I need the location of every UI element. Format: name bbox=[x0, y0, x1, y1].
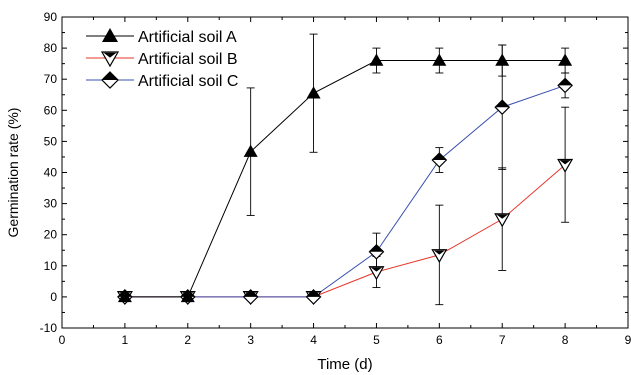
marker-shape bbox=[558, 53, 573, 66]
y-axis-label: Germination rate (%) bbox=[5, 108, 21, 238]
legend-marker bbox=[102, 28, 118, 42]
marker-shape bbox=[306, 86, 321, 99]
marker-fill bbox=[432, 153, 447, 161]
legend-entry: Artificial soil B bbox=[138, 51, 238, 68]
data-point bbox=[557, 77, 573, 94]
marker-shape bbox=[117, 289, 132, 303]
legend: Artificial soil A Artificial soil B Artifi… bbox=[86, 28, 238, 90]
data-point bbox=[368, 243, 385, 260]
marker-shape bbox=[495, 53, 510, 66]
data-point bbox=[494, 213, 511, 228]
marker-fill bbox=[370, 267, 383, 272]
x-tick-label: 7 bbox=[499, 333, 506, 347]
y-tick-label: 80 bbox=[44, 41, 58, 55]
marker-shape bbox=[180, 289, 195, 303]
data-point bbox=[431, 152, 448, 168]
marker-fill bbox=[558, 78, 573, 86]
marker-fill bbox=[559, 160, 571, 165]
series-line bbox=[124, 164, 566, 298]
marker-fill bbox=[243, 289, 258, 297]
marker-shape bbox=[100, 51, 120, 68]
marker-fill bbox=[496, 214, 508, 219]
x-tick-label: 9 bbox=[625, 333, 631, 347]
y-tick-label: 20 bbox=[44, 228, 58, 242]
marker-fill bbox=[103, 52, 117, 58]
marker-shape bbox=[369, 53, 384, 66]
data-point bbox=[557, 158, 574, 173]
data-point bbox=[117, 289, 132, 303]
marker-fill bbox=[495, 100, 510, 108]
data-point bbox=[495, 53, 510, 66]
legend-marker bbox=[101, 71, 119, 89]
marker-shape bbox=[102, 28, 118, 42]
data-point bbox=[431, 249, 448, 264]
data-point bbox=[242, 289, 259, 305]
x-tick-label: 1 bbox=[122, 333, 129, 347]
data-point bbox=[558, 53, 573, 66]
marker-fill bbox=[306, 289, 321, 297]
series-lines bbox=[124, 60, 566, 298]
x-tick-label: 3 bbox=[247, 333, 254, 347]
data-point bbox=[494, 99, 511, 116]
x-tick-label: 5 bbox=[373, 333, 380, 347]
marker-shape bbox=[432, 53, 447, 66]
series-line bbox=[124, 60, 566, 298]
y-tick-label: 30 bbox=[44, 197, 58, 211]
x-tick-label: 6 bbox=[436, 333, 443, 347]
x-tick-label: 8 bbox=[562, 333, 569, 347]
series-line bbox=[124, 84, 566, 298]
marker-shape bbox=[494, 213, 511, 228]
series-markers bbox=[116, 53, 574, 306]
marker-shape bbox=[368, 266, 385, 281]
y-tick-label: 40 bbox=[44, 166, 58, 180]
legend-entry: Artificial soil A bbox=[138, 29, 237, 46]
data-point bbox=[305, 289, 322, 305]
y-tick-label: 70 bbox=[44, 72, 58, 86]
y-tick-label: 90 bbox=[44, 10, 58, 24]
marker-fill bbox=[369, 244, 384, 252]
data-point bbox=[432, 53, 447, 66]
y-tick-label: 50 bbox=[44, 134, 58, 148]
y-tick-label: 10 bbox=[44, 259, 58, 273]
y-tick-label: 60 bbox=[44, 103, 58, 117]
data-point bbox=[180, 289, 195, 303]
marker-shape bbox=[557, 158, 574, 173]
y-tick-label: -10 bbox=[40, 321, 58, 335]
marker-shape bbox=[431, 249, 448, 264]
data-point bbox=[306, 86, 321, 99]
data-point bbox=[369, 53, 384, 66]
data-point bbox=[368, 266, 385, 281]
legend-marker bbox=[100, 51, 120, 68]
legend-entry: Artificial soil C bbox=[138, 73, 238, 90]
y-tick-label: 0 bbox=[50, 290, 57, 304]
error-bars bbox=[246, 33, 570, 306]
x-tick-label: 0 bbox=[59, 333, 66, 347]
marker-fill bbox=[102, 72, 118, 80]
x-axis-label: Time (d) bbox=[317, 356, 372, 373]
marker-fill bbox=[433, 250, 445, 255]
x-tick-label: 2 bbox=[184, 333, 191, 347]
x-tick-label: 4 bbox=[310, 333, 317, 347]
marker-shape bbox=[243, 144, 258, 157]
data-point bbox=[243, 144, 258, 157]
